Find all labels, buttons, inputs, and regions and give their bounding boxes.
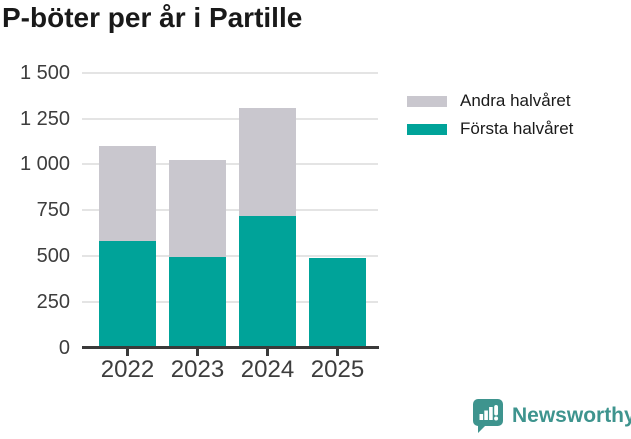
bar-segment-first-half-2024 (239, 215, 296, 346)
legend-item-andra-halvaret: Andra halvåret (407, 89, 573, 113)
y-axis-tick-label: 0 (58, 337, 70, 359)
legend-label: Andra halvåret (460, 91, 571, 110)
y-axis-tick-label: 1 500 (19, 61, 70, 84)
x-axis-tick-label: 2025 (310, 356, 365, 383)
bar-segment-first-half-2022 (99, 240, 156, 346)
chart-legend: Andra halvåret Första halvåret (407, 89, 573, 145)
gridline (82, 301, 378, 304)
x-axis-tick-label: 2023 (170, 356, 225, 383)
x-axis-tick (266, 349, 269, 356)
bar-segment-first-half-2025 (309, 258, 366, 346)
y-axis-tick-label: 500 (36, 245, 70, 268)
bar-segment-first-half-2023 (169, 257, 226, 346)
newsworthy-bubble-icon (473, 399, 503, 433)
legend-label: Första halvåret (460, 119, 574, 138)
gridline (82, 163, 378, 166)
gridline (82, 117, 378, 120)
bar-segment-second-half-2023 (169, 159, 226, 258)
bar-segment-second-half-2024 (239, 107, 296, 216)
x-axis-line (82, 346, 379, 349)
x-axis-tick-label: 2024 (240, 356, 295, 383)
legend-swatch (407, 95, 447, 107)
gridline (82, 71, 378, 74)
y-axis-tick-label: 250 (36, 291, 70, 314)
legend-swatch (407, 123, 447, 135)
newsworthy-wordmark: Newsworthy (512, 404, 631, 427)
chart-title: P-böter per år i Partille (2, 2, 303, 33)
newsworthy-logo[interactable]: Newsworthy (473, 399, 631, 433)
x-axis-tick (336, 349, 339, 356)
y-axis-tick-label: 1 000 (19, 153, 70, 176)
y-axis-tick-label: 750 (36, 199, 70, 222)
y-axis-tick-label: 1 250 (19, 107, 70, 130)
legend-item-forsta-halvaret: Första halvåret (407, 117, 573, 141)
gridline (82, 209, 378, 212)
x-axis-tick (126, 349, 129, 356)
gridline (82, 255, 378, 258)
bar-segment-second-half-2022 (99, 146, 156, 241)
x-axis-tick-label: 2022 (100, 356, 155, 383)
x-axis-tick (196, 349, 199, 356)
